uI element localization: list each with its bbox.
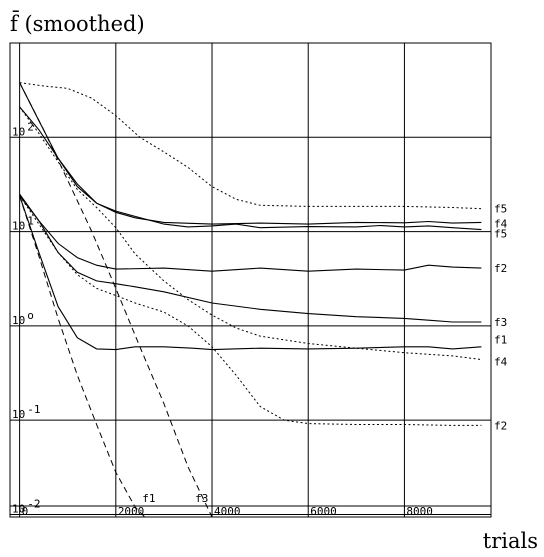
series-label-f1: f1 bbox=[142, 492, 155, 505]
series-layer bbox=[19, 82, 482, 518]
y-tick-label: 10 -1 bbox=[12, 403, 41, 421]
series-label-f4: f4 bbox=[494, 355, 508, 368]
series-f3-solid-line bbox=[19, 193, 482, 323]
y-tick-base: 10 bbox=[12, 502, 25, 515]
y-tick-exponent: 1 bbox=[27, 215, 34, 228]
y-tick-label: 10 -2 bbox=[12, 497, 41, 515]
plot-frame bbox=[9, 42, 492, 518]
y-tick-exponent: -2 bbox=[27, 497, 40, 510]
y-tick-label: 10 1 bbox=[12, 215, 34, 233]
y-tick-label: 10 o bbox=[12, 309, 34, 327]
y-tick-base: 10 bbox=[12, 220, 25, 233]
series-label-f3: f3 bbox=[494, 316, 507, 329]
y-tick-exponent: -1 bbox=[27, 403, 40, 416]
series-label-f3: f3 bbox=[195, 492, 208, 505]
series-label-f5: f5 bbox=[494, 227, 507, 240]
x-tick-label: 2000 bbox=[118, 505, 145, 518]
y-tick-label: 10 2 bbox=[12, 120, 34, 138]
series-label-f2: f2 bbox=[494, 419, 507, 432]
series-label-f2: f2 bbox=[494, 262, 507, 275]
series-label-f1: f1 bbox=[494, 333, 507, 346]
y-tick-base: 10 bbox=[12, 408, 25, 421]
grid bbox=[10, 43, 491, 517]
x-axis-label: trials bbox=[483, 529, 538, 553]
series-f1-solid-line bbox=[19, 195, 482, 351]
y-tick-exponent: o bbox=[27, 309, 34, 322]
x-tick-label: 4000 bbox=[214, 505, 241, 518]
series-f4-dotted-line bbox=[19, 106, 482, 360]
series-label-f5: f5 bbox=[494, 203, 507, 216]
series-f2-solid-line bbox=[19, 195, 482, 272]
chart-title: f̄ (smoothed) bbox=[10, 10, 145, 36]
y-tick-base: 10 bbox=[12, 314, 25, 327]
series-f3-dashed-line bbox=[19, 82, 213, 518]
x-tick-label: 6000 bbox=[310, 505, 337, 518]
series-label-f4: f4 bbox=[494, 217, 508, 230]
series-f5-dotted-line bbox=[19, 82, 482, 210]
x-tick-label: 0 bbox=[22, 505, 29, 518]
x-tick-label: 8000 bbox=[406, 505, 433, 518]
series-f4-solid-line bbox=[19, 106, 482, 225]
series-f5-solid-line bbox=[19, 82, 482, 231]
series-f2-dotted-line bbox=[19, 195, 482, 426]
series-f1-dashed-line bbox=[19, 195, 146, 518]
y-tick-exponent: 2 bbox=[27, 120, 34, 133]
y-tick-base: 10 bbox=[12, 125, 25, 138]
